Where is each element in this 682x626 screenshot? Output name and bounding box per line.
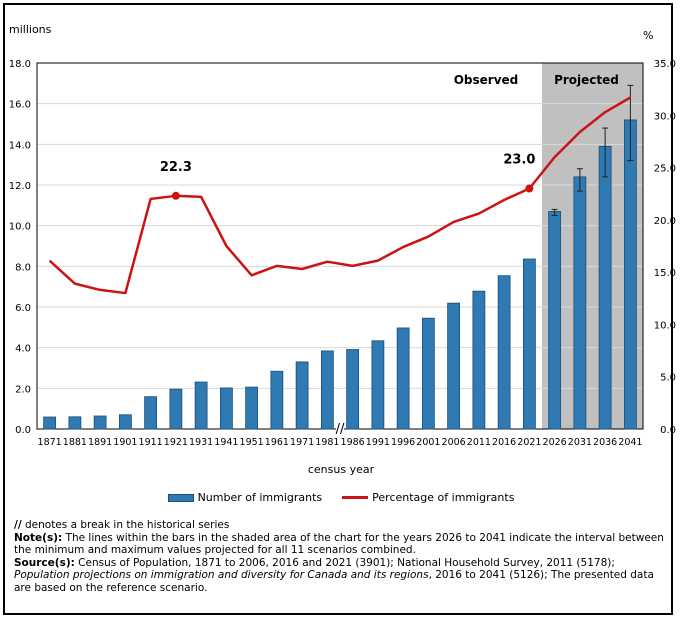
highlighted-point	[171, 191, 180, 200]
x-tick-label: 2036	[593, 437, 617, 448]
y-left-tick-label: 18.0	[9, 59, 31, 70]
source-italic: Population projections on immigration an…	[14, 569, 429, 581]
break-symbol: //	[14, 519, 22, 531]
note-paragraph: Note(s): The lines within the bars in th…	[14, 532, 664, 557]
x-tick-label: 2041	[618, 437, 642, 448]
line-percentage-of-immigrants	[48, 96, 632, 295]
x-tick-label: 1941	[214, 437, 238, 448]
bar-number-of-immigrants	[472, 290, 486, 430]
bar-number-of-immigrants	[144, 396, 158, 430]
legend-item-bars: Number of immigrants	[167, 491, 323, 504]
x-tick-label: 2001	[416, 437, 440, 448]
y-left-tick-label: 0.0	[15, 425, 31, 436]
y-right-tick-label: 25.0	[654, 164, 676, 175]
x-tick-label: 1871	[38, 437, 62, 448]
bar-number-of-immigrants	[573, 176, 587, 430]
y-left-tick-label: 6.0	[15, 303, 31, 314]
observed-label: Observed	[454, 73, 519, 87]
axis-break-gap	[336, 415, 344, 431]
legend-line-swatch	[342, 496, 369, 499]
axis-break-marker: //	[336, 422, 345, 437]
source-label: Source(s):	[14, 556, 75, 569]
y-left-tick-label: 8.0	[15, 262, 31, 273]
data-label: 23.0	[503, 152, 535, 167]
x-tick-label: 1901	[113, 437, 137, 448]
data-label: 22.3	[160, 160, 192, 175]
bar-number-of-immigrants	[270, 370, 284, 430]
bar-number-of-immigrants	[93, 415, 107, 430]
x-tick-label: 1961	[265, 437, 289, 448]
x-tick-label: 1991	[366, 437, 390, 448]
x-tick-label: 2026	[543, 437, 567, 448]
break-note: // denotes a break in the historical ser…	[14, 519, 664, 532]
bar-number-of-immigrants	[68, 416, 82, 430]
y-right-tick-label: 20.0	[654, 216, 676, 227]
legend-line-label: Percentage of immigrants	[372, 491, 515, 504]
note-label: Note(s):	[14, 531, 63, 544]
y-left-tick-label: 2.0	[15, 384, 31, 395]
bar-number-of-immigrants	[219, 387, 233, 430]
bar-number-of-immigrants	[346, 349, 360, 430]
legend-bar-swatch	[167, 493, 194, 502]
x-tick-label: 2031	[568, 437, 592, 448]
bar-number-of-immigrants	[169, 388, 183, 430]
x-tick-label: 1911	[139, 437, 163, 448]
x-tick-label: 1951	[240, 437, 264, 448]
y-right-tick-label: 15.0	[654, 268, 676, 279]
bar-number-of-immigrants	[43, 416, 57, 430]
y-right-tick-label: 0.0	[660, 425, 676, 436]
y-right-tick-label: 35.0	[654, 59, 676, 70]
legend-item-line: Percentage of immigrants	[342, 491, 514, 504]
note-text: The lines within the bars in the shaded …	[14, 531, 664, 557]
source-end: , 2016 to 2041 (5126); The presented dat…	[14, 569, 654, 594]
y-left-tick-label: 12.0	[9, 181, 31, 192]
x-tick-label: 1971	[290, 437, 314, 448]
y-right-tick-label: 30.0	[654, 111, 676, 122]
y-left-tick-label: 4.0	[15, 344, 31, 355]
y-left-tick-label: 10.0	[9, 222, 31, 233]
x-tick-label: 2006	[442, 437, 466, 448]
bar-number-of-immigrants	[548, 211, 562, 430]
bar-number-of-immigrants	[598, 145, 612, 430]
source-paragraph: Source(s): Census of Population, 1871 to…	[14, 557, 664, 595]
x-axis-title: census year	[307, 463, 375, 476]
left-axis-unit: millions	[9, 23, 52, 36]
break-text: denotes a break in the historical series	[21, 519, 230, 531]
x-tick-label: 1981	[315, 437, 339, 448]
legend: Number of immigrants Percentage of immig…	[0, 491, 682, 504]
x-tick-label: 2011	[467, 437, 491, 448]
bar-number-of-immigrants	[396, 327, 410, 430]
x-tick-label: 1891	[88, 437, 112, 448]
x-tick-label: 1881	[63, 437, 87, 448]
source-text: Census of Population, 1871 to 2006, 2016…	[74, 556, 615, 569]
x-tick-label: 1921	[164, 437, 188, 448]
bar-number-of-immigrants	[194, 381, 208, 430]
bar-number-of-immigrants	[118, 414, 132, 430]
y-left-tick-label: 16.0	[9, 100, 31, 111]
bar-number-of-immigrants	[623, 119, 637, 430]
y-right-tick-label: 10.0	[654, 320, 676, 331]
projected-label: Projected	[554, 73, 619, 87]
chart-frame	[3, 3, 673, 615]
x-tick-label: 2016	[492, 437, 516, 448]
bar-number-of-immigrants	[421, 317, 435, 430]
y-right-tick-label: 5.0	[660, 373, 676, 384]
highlighted-point	[525, 184, 534, 193]
right-axis-unit: %	[643, 29, 654, 42]
bar-number-of-immigrants	[447, 302, 461, 430]
chart-notes: // denotes a break in the historical ser…	[14, 519, 664, 594]
bar-number-of-immigrants	[245, 386, 259, 430]
bar-number-of-immigrants	[371, 340, 385, 430]
x-tick-label: 2021	[517, 437, 541, 448]
bar-number-of-immigrants	[522, 258, 536, 430]
bar-number-of-immigrants	[497, 275, 511, 430]
bar-number-of-immigrants	[295, 361, 309, 430]
x-tick-label: 1996	[391, 437, 415, 448]
x-tick-label: 1986	[341, 437, 365, 448]
bar-number-of-immigrants	[320, 350, 334, 430]
x-tick-label: 1931	[189, 437, 213, 448]
y-left-tick-label: 14.0	[9, 140, 31, 151]
legend-bar-label: Number of immigrants	[197, 491, 323, 504]
